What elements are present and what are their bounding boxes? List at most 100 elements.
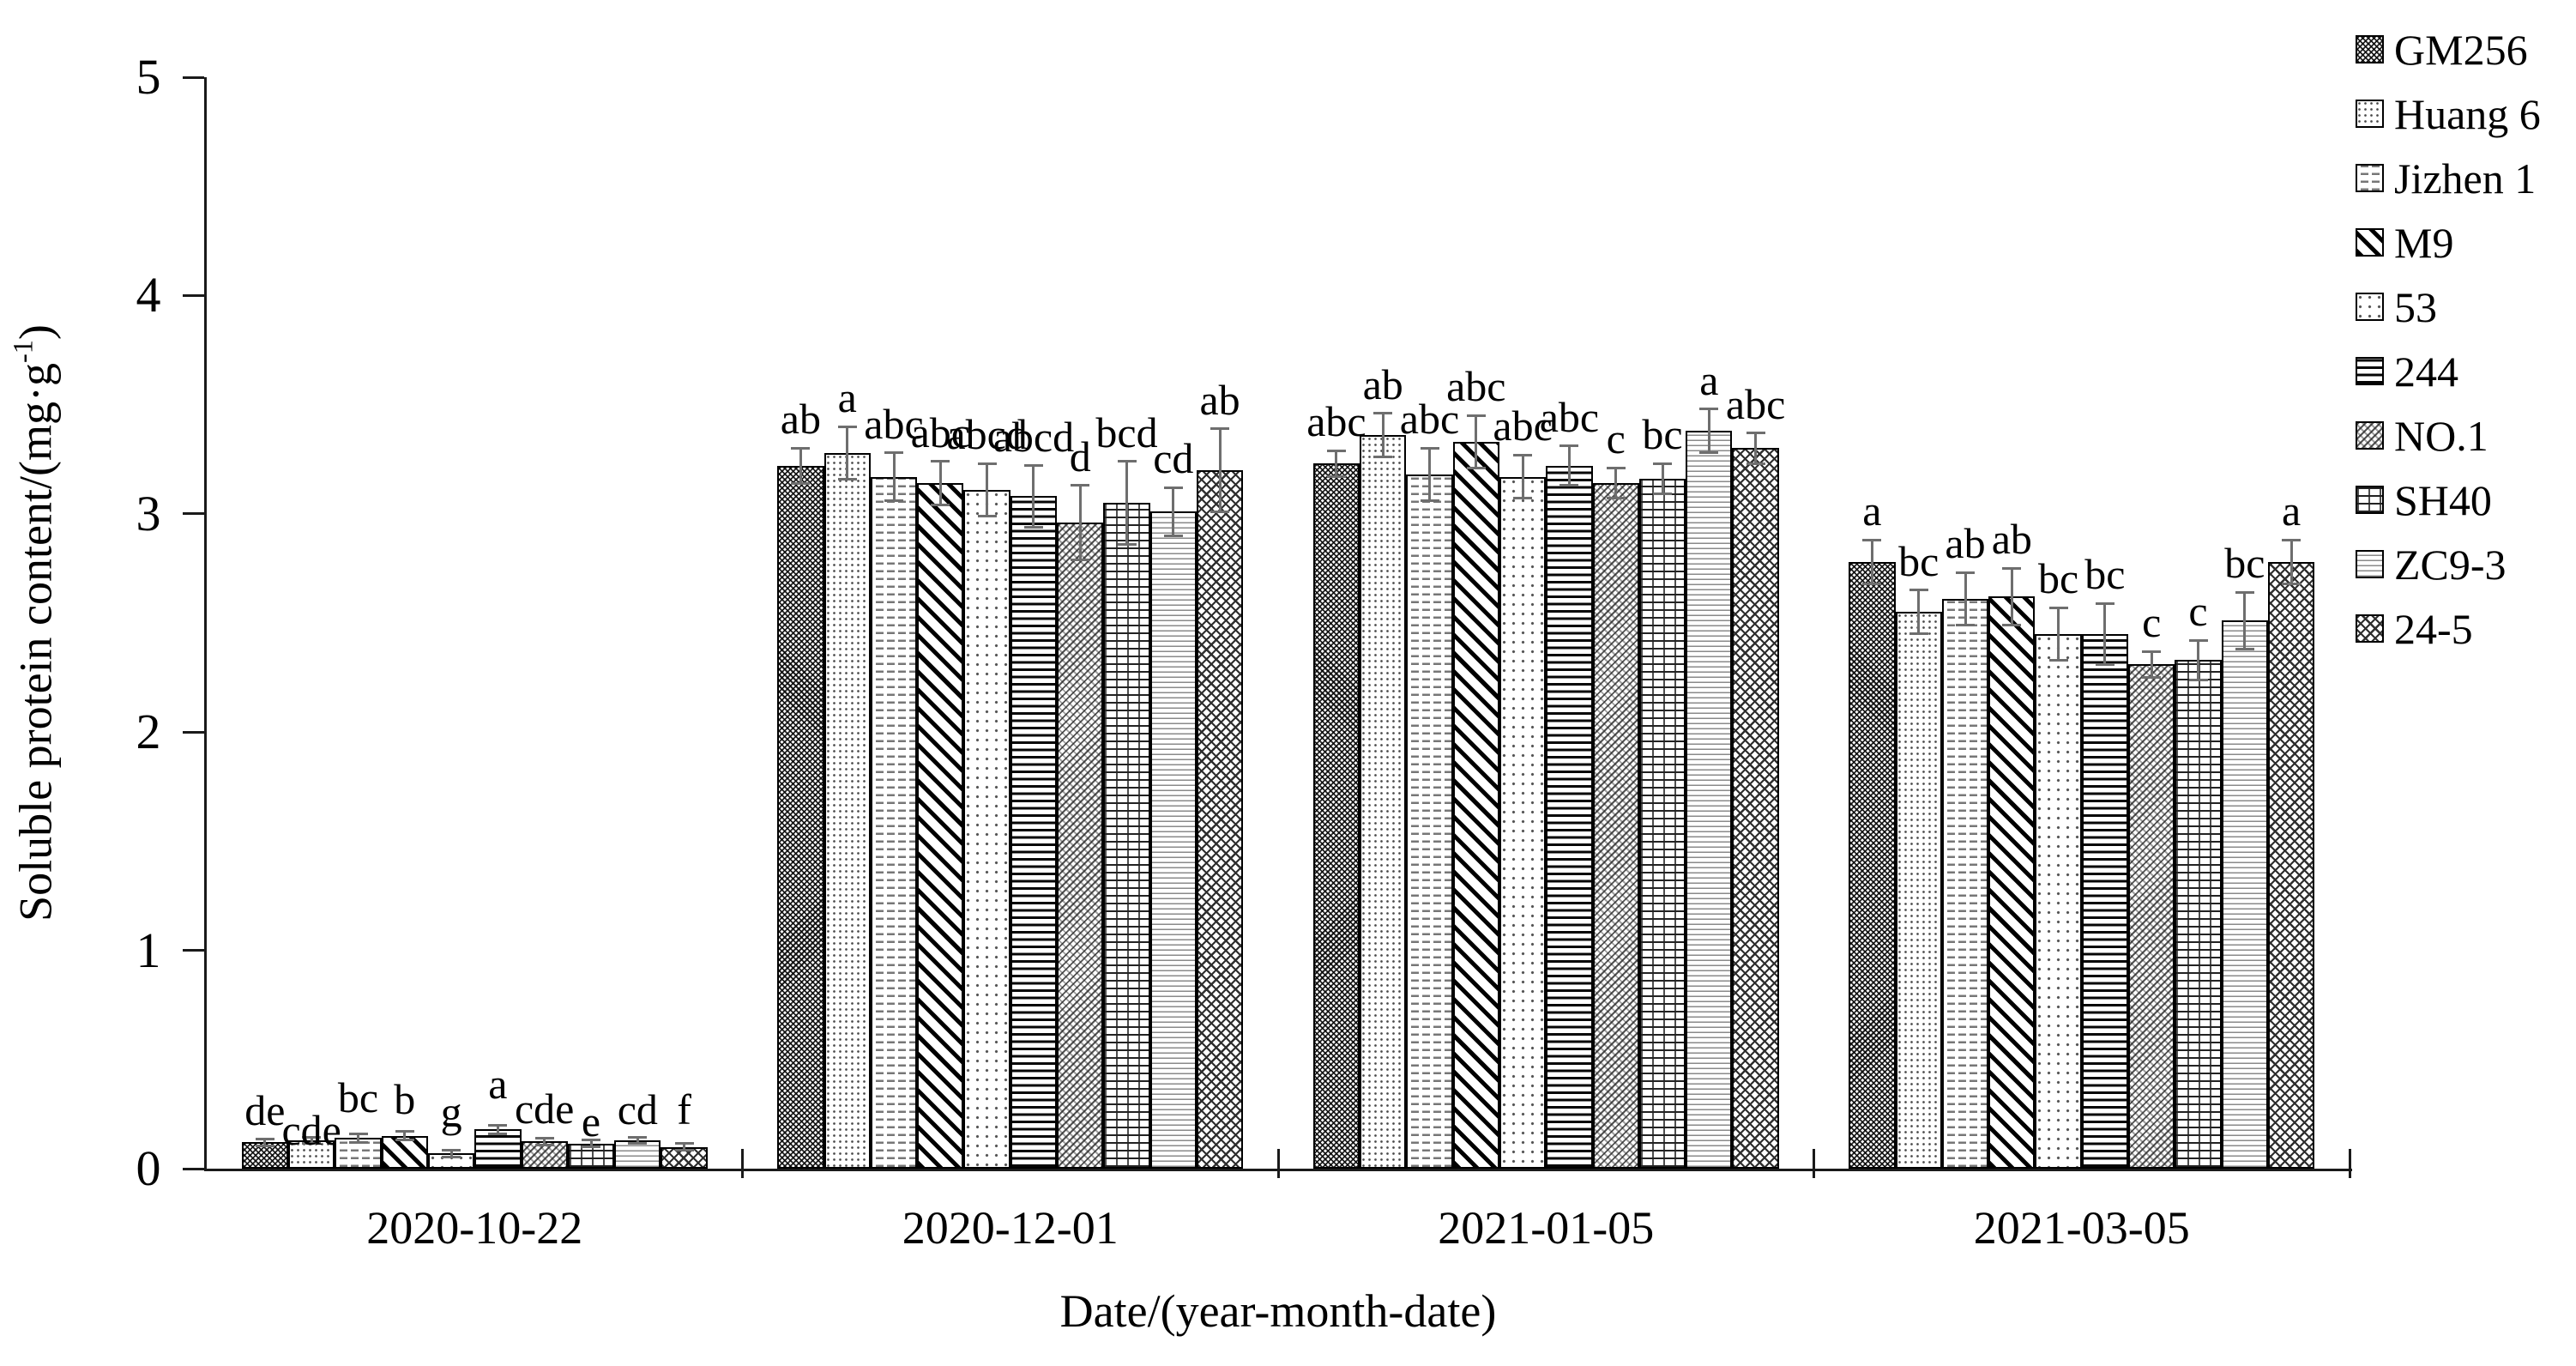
error-bar-line: [543, 1138, 546, 1145]
error-bar-line: [1428, 448, 1431, 501]
significance-letter: g: [440, 1088, 462, 1137]
bar-244: [474, 1129, 522, 1169]
error-bar-cap-top: [1559, 444, 1579, 448]
error-bar-cap-top: [1326, 449, 1346, 452]
bar-sh40: [1103, 503, 1150, 1169]
error-bar-cap-top: [442, 1148, 462, 1151]
significance-letter: bc: [2037, 554, 2079, 603]
error-bar-line: [892, 452, 896, 501]
significance-letter: cd: [617, 1085, 658, 1134]
significance-letter: d: [1069, 432, 1091, 481]
y-axis-tick-label: 5: [136, 49, 161, 105]
bar-24-5: [1732, 448, 1779, 1169]
legend-swatch-horizontal-dashes: [2356, 164, 2384, 192]
error-bar-cap-top: [1862, 538, 1882, 541]
significance-letter: abcd: [946, 410, 1028, 459]
error-bar-line: [2010, 568, 2013, 626]
error-bar-cap-top: [837, 425, 857, 428]
x-axis-title: Date/(year-month-date): [1059, 1285, 1497, 1337]
error-bar-cap-bottom: [791, 481, 811, 485]
error-bar-line: [1661, 463, 1664, 494]
error-bar-line: [1078, 485, 1082, 560]
error-bar-line: [2289, 540, 2293, 584]
y-axis-line: [204, 77, 207, 1171]
legend-item-m9: M9: [2356, 210, 2541, 275]
significance-letter: abcd: [992, 412, 1075, 461]
significance-letter: a: [1699, 355, 1719, 404]
bar-m9: [1452, 441, 1499, 1169]
significance-letter: ab: [1991, 515, 2032, 564]
bar-jizhen-1: [1941, 599, 1989, 1169]
bar-gm256: [1849, 561, 1896, 1169]
bar-huang-6: [288, 1139, 335, 1169]
error-bar-line: [1707, 408, 1710, 453]
bar-no.1: [1592, 483, 1639, 1169]
bar-244: [2081, 633, 2129, 1169]
bar-m9: [917, 483, 964, 1169]
legend-item-huang-6: Huang 6: [2356, 82, 2541, 146]
legend-label: SH40: [2394, 475, 2492, 524]
error-bar-line: [357, 1133, 359, 1143]
significance-letter: cd: [1153, 434, 1194, 483]
error-bar-line: [2057, 607, 2060, 661]
error-bar-cap-top: [1071, 484, 1090, 487]
error-bar-cap-bottom: [1559, 484, 1579, 487]
x-category-label: 2020-10-22: [366, 1202, 583, 1254]
error-bar-line: [1218, 428, 1222, 512]
error-bar-line: [2197, 640, 2199, 680]
significance-letter: abc: [1446, 362, 1506, 411]
error-bar-line: [846, 426, 849, 480]
error-bar-cap-top: [977, 462, 997, 465]
error-bar-cap-top: [255, 1138, 274, 1141]
error-bar-line: [1475, 415, 1478, 468]
legend-item-53: 53: [2356, 275, 2541, 339]
y-axis-title: Soluble protein content/(mg·g-1): [8, 324, 62, 922]
error-bar-cap-top: [1653, 462, 1672, 465]
error-bar-cap-bottom: [1071, 558, 1090, 561]
significance-letter: abc: [1493, 402, 1553, 450]
significance-letter: ab: [780, 395, 821, 444]
error-bar-line: [2150, 651, 2153, 678]
bar-244: [1010, 496, 1058, 1169]
legend-label: 244: [2394, 347, 2458, 396]
x-axis-tick: [1813, 1149, 1815, 1178]
error-bar-cap-bottom: [1513, 497, 1533, 500]
error-bar-cap-top: [1023, 464, 1043, 468]
significance-letter: c: [2188, 587, 2208, 636]
error-bar-cap-top: [1163, 486, 1183, 489]
bar-no.1: [1057, 522, 1104, 1169]
error-bar-line: [310, 1137, 313, 1144]
significance-letter: de: [244, 1085, 286, 1134]
error-bar-cap-bottom: [2235, 648, 2254, 651]
error-bar-cap-top: [931, 460, 950, 463]
significance-letter: a: [2281, 487, 2302, 535]
y-axis-tick: [183, 76, 204, 79]
error-bar-cap-bottom: [1163, 534, 1183, 537]
error-bar-cap-bottom: [302, 1142, 322, 1145]
y-axis-tick: [183, 1167, 204, 1170]
significance-letter: ab: [1945, 519, 1986, 568]
bar-sh40: [567, 1143, 615, 1169]
significance-letter: a: [488, 1060, 508, 1109]
error-bar-line: [938, 461, 942, 505]
bar-jizhen-1: [1406, 474, 1453, 1169]
error-bar-cap-top: [2142, 650, 2162, 653]
bar-zc9-3: [2221, 620, 2268, 1169]
significance-letter: abc: [1399, 395, 1460, 444]
bar-gm256: [777, 465, 824, 1169]
error-bar-cap-bottom: [488, 1132, 508, 1135]
bar-zc9-3: [614, 1139, 661, 1169]
error-bar-cap-bottom: [1210, 510, 1230, 513]
legend-item-gm256: GM256: [2356, 17, 2541, 82]
error-bar-cap-bottom: [1956, 624, 1975, 627]
error-bar-cap-top: [1746, 432, 1765, 435]
significance-letter: a: [1862, 487, 1882, 535]
error-bar-line: [1754, 432, 1758, 464]
legend-label: Huang 6: [2394, 89, 2541, 138]
x-axis-tick: [1276, 1149, 1280, 1178]
error-bar-cap-top: [1606, 466, 1626, 469]
y-axis-tick-label: 0: [136, 1140, 161, 1196]
error-bar-cap-bottom: [837, 477, 857, 481]
legend-swatch-fine-dots: [2356, 100, 2384, 128]
